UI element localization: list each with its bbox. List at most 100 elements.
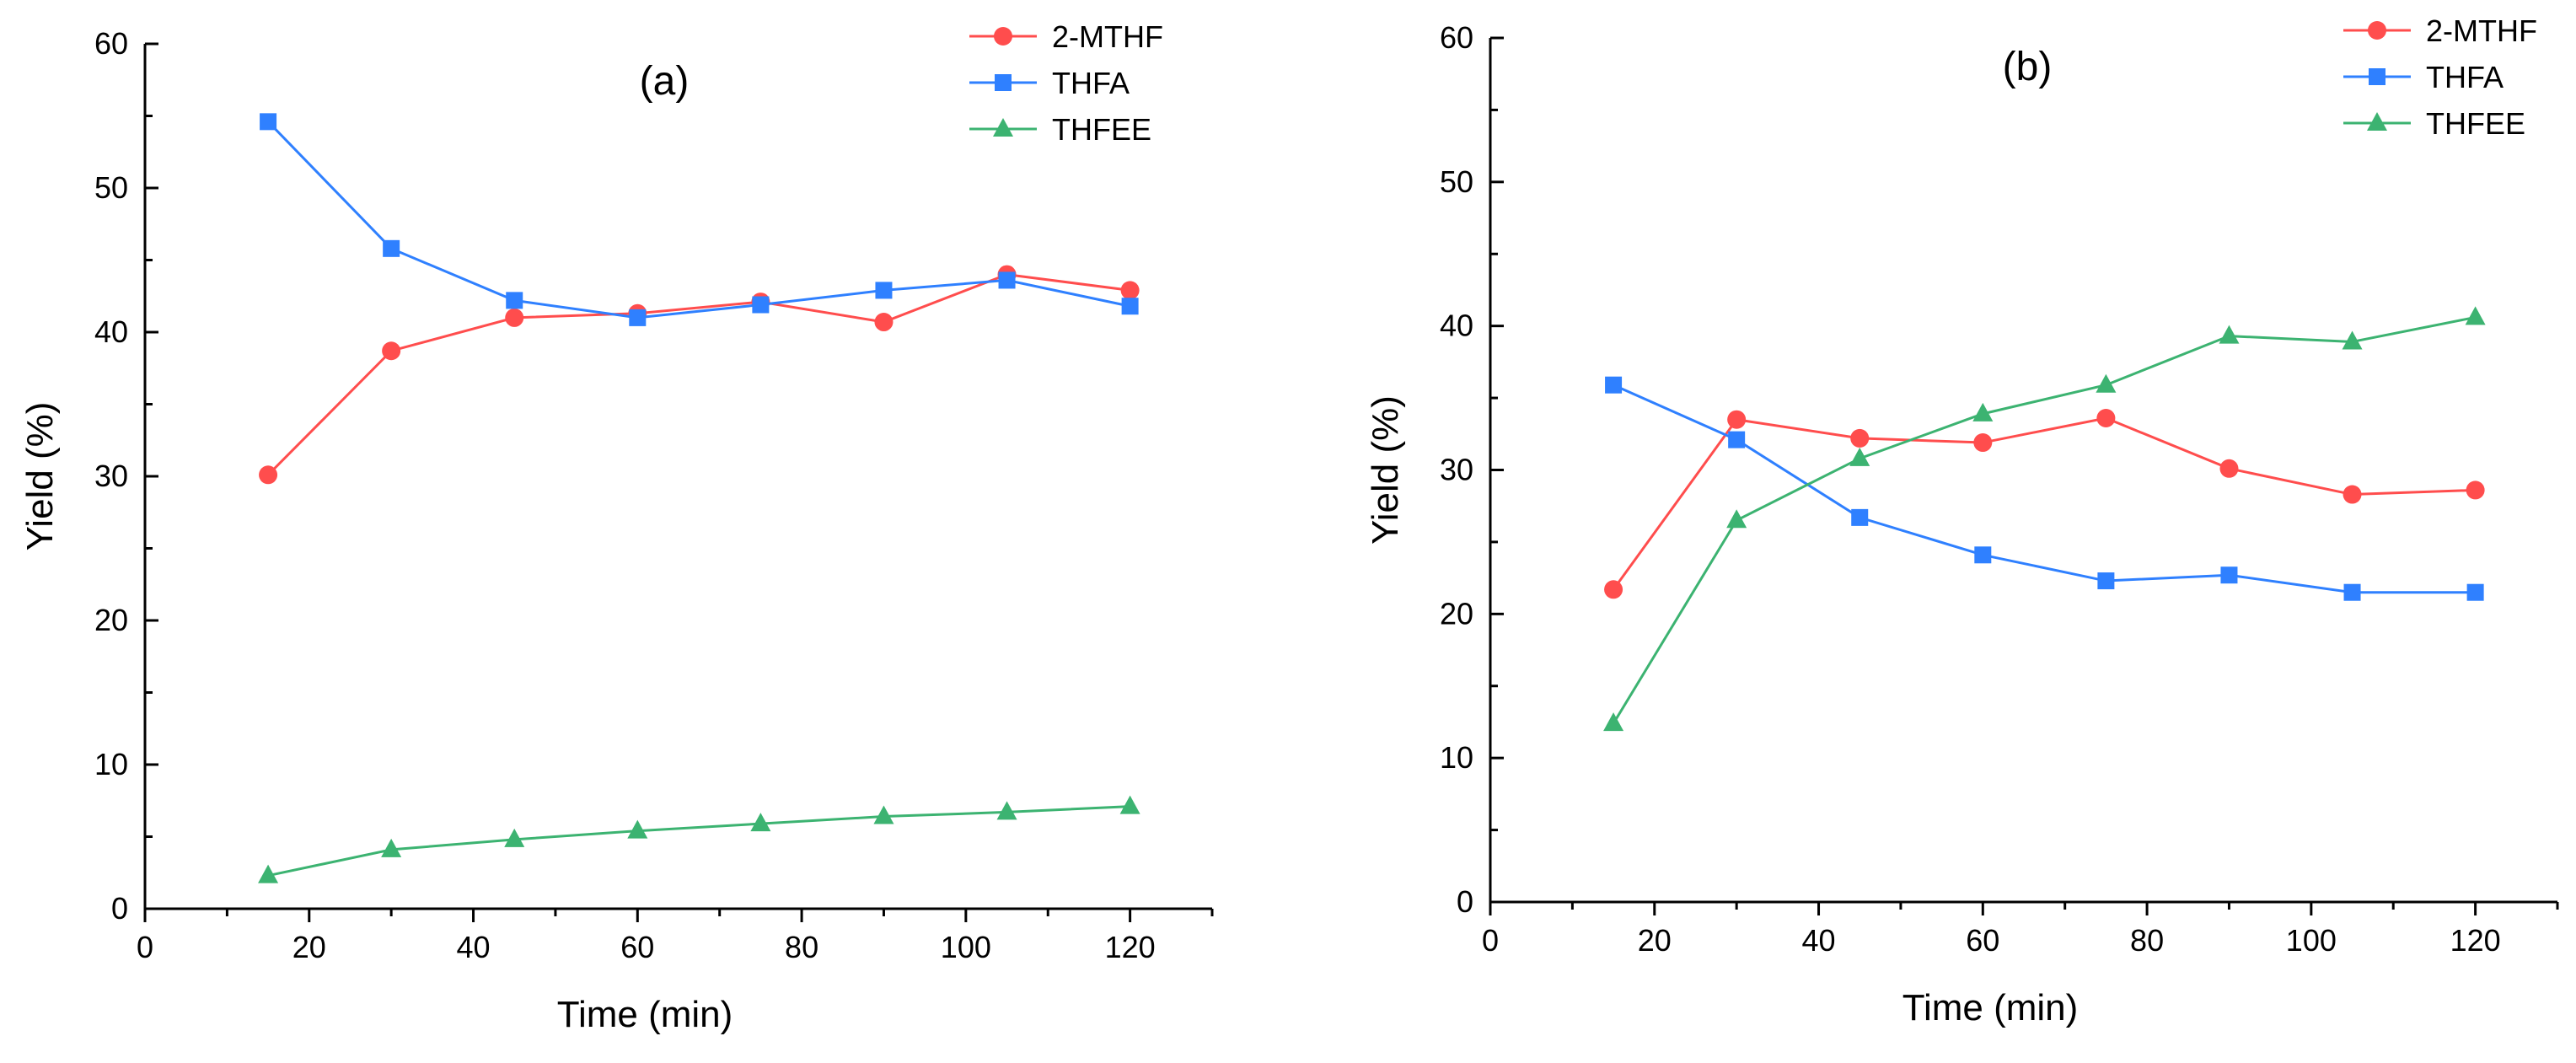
y-tick-label: 10 (1440, 740, 1473, 775)
data-point-triangle (504, 828, 525, 847)
data-point-square (506, 292, 523, 309)
legend-marker-square (2369, 68, 2385, 85)
series-2-mthf (259, 265, 1140, 485)
legend-label: 2-MTHF (1052, 19, 1163, 54)
x-tick-label: 20 (1638, 923, 1672, 958)
data-point-square (1605, 376, 1623, 394)
data-point-square (1121, 298, 1139, 315)
legend-entry: THFEE (2343, 106, 2525, 141)
legend-entry: THFA (969, 66, 1130, 100)
data-point-circle (2466, 480, 2485, 500)
y-tick-label: 40 (1440, 309, 1473, 343)
data-point-circle (2343, 485, 2362, 504)
data-point-triangle (1726, 509, 1747, 529)
y-tick-label: 50 (1440, 164, 1473, 199)
x-tick-label: 100 (2286, 923, 2337, 958)
x-tick-label: 60 (620, 930, 654, 964)
data-point-circle (1850, 428, 1870, 448)
legend-marker-circle (2368, 21, 2386, 40)
panel-title: (a) (640, 59, 690, 104)
y-tick-label: 0 (111, 891, 128, 926)
x-tick-label: 80 (2130, 923, 2164, 958)
x-tick-label: 0 (1482, 923, 1499, 958)
data-point-circle (2219, 459, 2239, 478)
legend-marker-square (995, 74, 1012, 91)
legend-entry: THFA (2343, 60, 2504, 94)
data-point-square (1851, 508, 1869, 526)
series-line (1613, 384, 2476, 594)
data-point-triangle (258, 864, 279, 883)
y-tick-label: 60 (94, 26, 128, 61)
x-tick-label: 100 (941, 930, 991, 964)
x-tick-label: 40 (457, 930, 491, 964)
chart-panel-b: 0 10 20 30 40 50 60 0 20 40 60 80 100 120 Time (min) Yi… (1365, 13, 2559, 1028)
data-point-triangle (2342, 330, 2363, 350)
series-line (267, 121, 1130, 319)
series-thfa (1605, 376, 2484, 601)
x-tick-label: 40 (1802, 923, 1836, 958)
series-line (1612, 315, 2476, 724)
data-point-triangle (2096, 373, 2117, 393)
y-tick-label: 50 (94, 170, 128, 205)
legend-label: 2-MTHF (2426, 13, 2537, 48)
data-point-circle (1727, 410, 1747, 429)
data-point-triangle (1849, 447, 1870, 466)
y-tick-label: 0 (1457, 884, 1473, 919)
y-axis-title: Yield (%) (1365, 395, 1406, 545)
data-point-circle (1604, 580, 1623, 599)
x-axis-title: Time (min) (1902, 987, 2079, 1028)
legend-marker-triangle (993, 118, 1013, 137)
series-thfee (1603, 306, 2486, 732)
data-point-triangle (1972, 402, 1994, 421)
y-tick-label: 40 (94, 314, 128, 349)
x-tick-label: 80 (785, 930, 818, 964)
series-line (267, 805, 1130, 878)
data-point-square (2220, 566, 2238, 584)
legend-label: THFEE (2426, 106, 2525, 141)
data-point-triangle (1119, 795, 1140, 814)
legend-entry: THFEE (969, 112, 1151, 147)
y-tick-label: 60 (1440, 20, 1473, 55)
data-point-circle (1120, 281, 1140, 300)
panel-title: (b) (2003, 45, 2053, 89)
y-tick-label: 10 (94, 747, 128, 781)
series-line (267, 273, 1130, 476)
data-point-square (260, 113, 277, 131)
data-point-triangle (2219, 325, 2240, 344)
data-point-square (2097, 572, 2115, 590)
series-thfa (260, 113, 1139, 326)
x-tick-label: 0 (137, 930, 153, 964)
data-point-circle (874, 313, 894, 332)
legend-label: THFA (1052, 66, 1130, 100)
data-point-square (2343, 583, 2361, 601)
series-2-mthf (1604, 409, 2485, 599)
y-tick-label: 30 (94, 459, 128, 493)
y-axis-title: Yield (%) (19, 402, 61, 551)
x-tick-label: 120 (2450, 923, 2501, 958)
legend-marker-triangle (2367, 112, 2387, 131)
data-point-triangle (627, 819, 648, 839)
data-point-square (383, 239, 400, 257)
legend-entry: 2-MTHF (969, 19, 1163, 54)
data-point-circle (505, 308, 524, 327)
data-point-triangle (1603, 712, 1624, 732)
legend-label: THFEE (1052, 112, 1151, 147)
data-point-circle (2096, 409, 2116, 427)
data-point-circle (259, 465, 278, 485)
x-axis-title: Time (min) (557, 994, 733, 1035)
legend-entry: 2-MTHF (2343, 13, 2537, 48)
data-point-circle (382, 341, 401, 361)
data-point-triangle (750, 813, 771, 832)
data-point-triangle (381, 838, 402, 857)
y-tick-label: 20 (1440, 596, 1473, 631)
series-line (1612, 416, 2476, 591)
x-tick-label: 60 (1966, 923, 1999, 958)
x-tick-label: 120 (1105, 930, 1156, 964)
legend-marker-circle (994, 27, 1012, 46)
data-point-square (875, 282, 893, 299)
data-point-square (998, 271, 1016, 289)
data-point-circle (1973, 433, 1993, 453)
legend-label: THFA (2426, 60, 2504, 94)
data-point-square (629, 309, 647, 326)
